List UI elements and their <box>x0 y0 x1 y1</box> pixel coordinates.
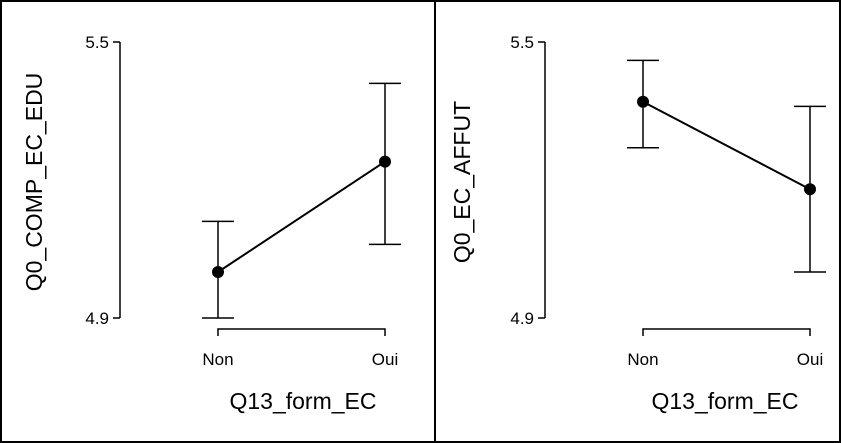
y-axis-title: Q0_EC_AFFUT <box>449 101 475 263</box>
chart-panel-2: 4.9 5.5 Non Oui Q13_form_EC Q0_EC_AFFUT <box>449 33 826 414</box>
chart-panel-1: 4.9 5.5 Non Oui Q13_form_EC Q0_COMP_EC_EDU <box>21 33 401 414</box>
series-line <box>642 100 811 191</box>
y-tick-label: 4.9 <box>85 309 109 328</box>
panel-frame-2 <box>434 0 841 443</box>
x-axis-title: Q13_form_EC <box>229 388 376 414</box>
y-tick-label: 4.9 <box>510 309 534 328</box>
x-axis-title: Q13_form_EC <box>651 388 798 414</box>
data-point <box>379 155 391 168</box>
x-tick-label: Non <box>202 350 233 369</box>
data-point <box>637 95 649 108</box>
x-axis-line <box>642 328 811 336</box>
data-point <box>804 183 816 196</box>
x-tick-label: Oui <box>797 350 823 369</box>
y-axis-title: Q0_COMP_EC_EDU <box>21 73 47 292</box>
x-tick-label: Non <box>627 350 658 369</box>
series-line <box>217 160 386 273</box>
y-tick-label: 5.5 <box>510 33 534 52</box>
x-axis-line <box>217 328 386 336</box>
y-tick-label: 5.5 <box>85 33 109 52</box>
data-point <box>212 266 224 278</box>
x-tick-label: Oui <box>372 350 398 369</box>
